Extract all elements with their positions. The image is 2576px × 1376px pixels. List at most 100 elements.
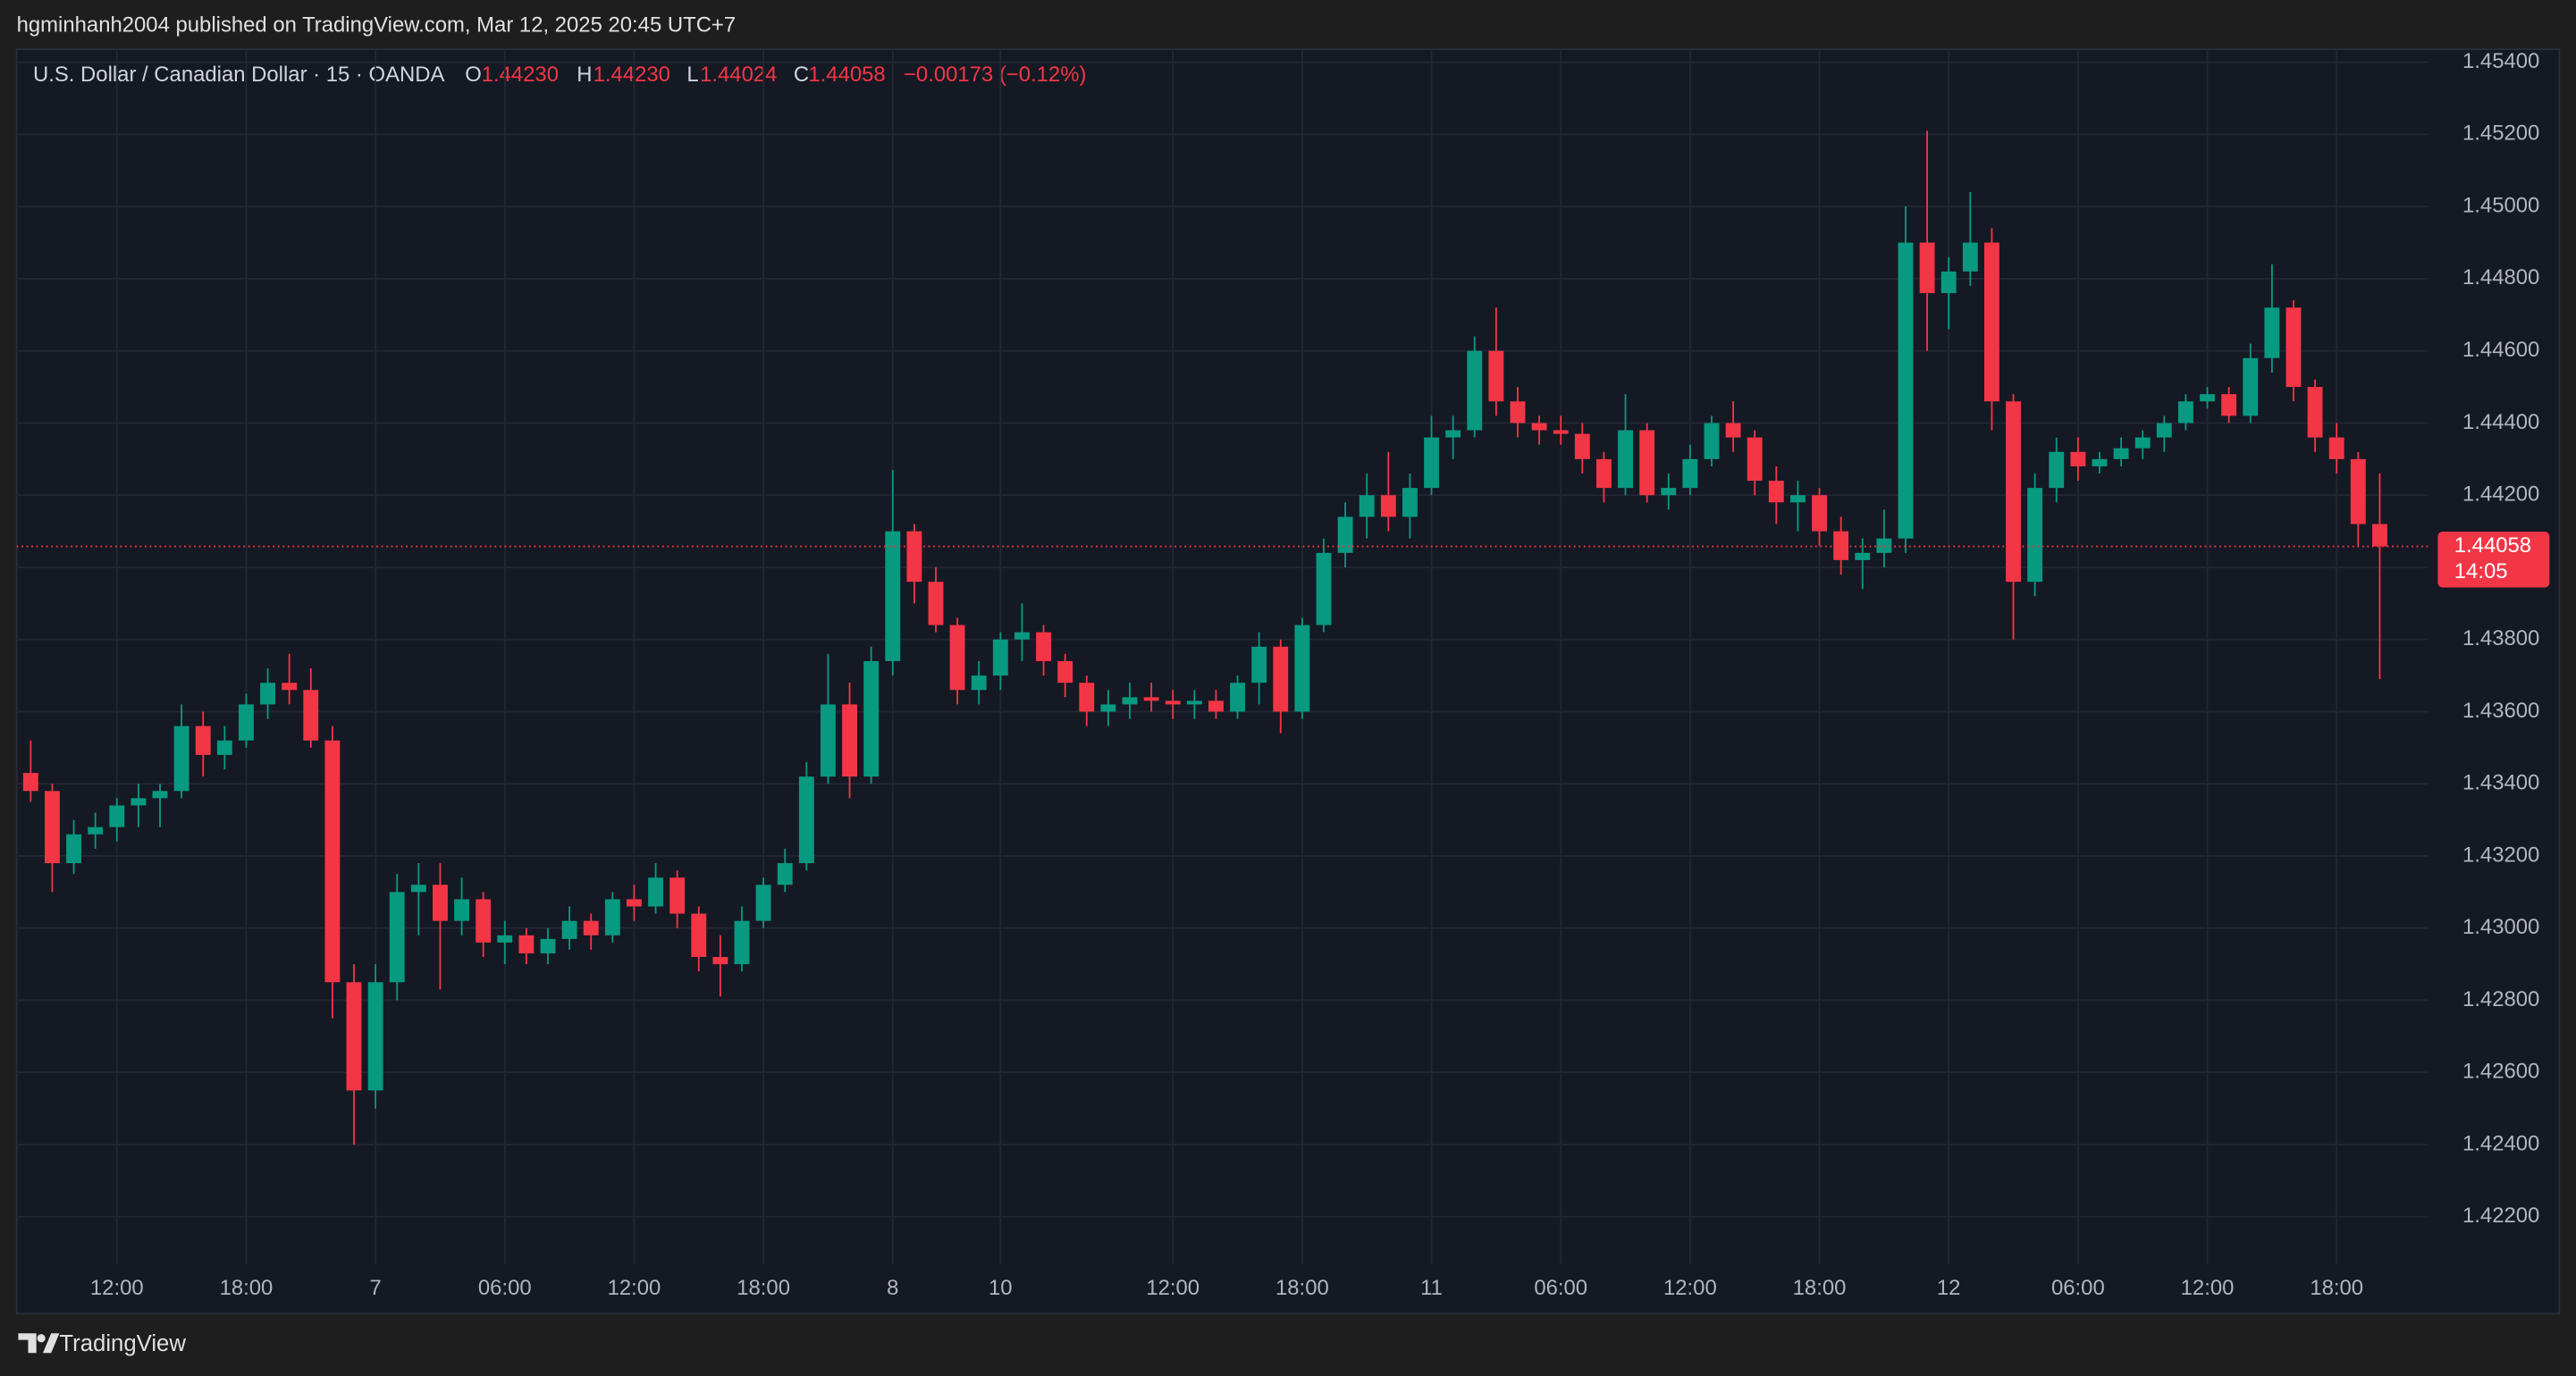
candle-body (1100, 704, 1116, 712)
candle-body (1014, 632, 1030, 640)
x-tick-label: 11 (1420, 1276, 1443, 1300)
candle-body (1445, 430, 1461, 438)
y-tick-label: 1.43200 (2462, 843, 2539, 867)
candle-body (1230, 683, 1245, 712)
candle-body (324, 740, 341, 983)
candle-body (1467, 350, 1483, 431)
candle-body (1553, 430, 1569, 434)
candle-body (2243, 357, 2259, 416)
logo (18, 1333, 60, 1354)
ohlc-label: O (465, 63, 482, 87)
candle-body (1661, 488, 1677, 496)
candle-body (540, 938, 556, 953)
y-tick-label: 1.44800 (2462, 265, 2539, 289)
y-tick-label: 1.45400 (2462, 49, 2539, 73)
candle-body (2328, 437, 2344, 459)
candle-body (1402, 488, 1418, 517)
candle-body (648, 877, 663, 907)
x-tick-label: 12:00 (608, 1276, 661, 1300)
candle-body (2350, 458, 2366, 524)
candle-body (346, 982, 362, 1091)
candle-body (842, 704, 857, 777)
candle-body (1359, 495, 1375, 517)
candle-body (1251, 646, 1267, 684)
candle-body (367, 982, 383, 1091)
candle-body (45, 791, 60, 864)
candle-body (928, 582, 944, 625)
candle-body (2307, 387, 2323, 438)
y-tick-label: 1.45200 (2462, 122, 2539, 146)
ohlc-value: 1.44230 (482, 63, 559, 87)
candle-body (627, 899, 642, 907)
x-tick-label: 06:00 (2051, 1276, 2105, 1300)
x-tick-label: 10 (989, 1276, 1013, 1300)
candle-body (1983, 242, 1999, 402)
candle-body (777, 863, 793, 885)
candle-body (1186, 701, 1202, 705)
candle-body (2156, 423, 2172, 438)
candle-body (971, 675, 987, 691)
ohlc-label: C (794, 63, 809, 87)
candle-body (1380, 495, 1396, 517)
x-tick-label: 06:00 (1534, 1276, 1587, 1300)
candle-body (2221, 394, 2237, 416)
candle-body (303, 690, 319, 741)
x-tick-label: 18:00 (737, 1276, 790, 1300)
x-tick-label: 18:00 (220, 1276, 274, 1300)
y-tick-label: 1.43600 (2462, 699, 2539, 723)
x-tick-label: 18:00 (1275, 1276, 1329, 1300)
candle-body (2070, 451, 2086, 466)
x-tick-label: 12:00 (90, 1276, 144, 1300)
y-tick-label: 1.43800 (2462, 626, 2539, 650)
candle-body (561, 920, 577, 939)
candle-body (1574, 433, 1590, 459)
candle-body (1812, 495, 1827, 532)
candle-body (109, 805, 125, 827)
candle-body (130, 798, 147, 806)
candle-body (1595, 458, 1612, 489)
y-tick-label: 1.43000 (2462, 915, 2539, 939)
candle-body (949, 625, 965, 691)
candle-body (2371, 524, 2387, 547)
y-tick-label: 1.44400 (2462, 410, 2539, 434)
candle-body (691, 913, 707, 958)
x-tick-label: 12 (1937, 1276, 1961, 1300)
candle-body (1768, 481, 1784, 503)
x-tick-label: 06:00 (478, 1276, 532, 1300)
candle-body (518, 935, 535, 953)
y-tick-label: 1.42800 (2462, 987, 2539, 1011)
countdown: 14:05 (2454, 559, 2508, 583)
candle-body (604, 899, 620, 936)
y-tick-label: 1.45000 (2462, 193, 2539, 217)
candle-body (1639, 430, 1655, 496)
candle-body (583, 920, 599, 936)
candle-body (2264, 307, 2280, 358)
candle-body (88, 826, 104, 835)
ohlc-label: L (686, 63, 698, 87)
candle-body (454, 899, 469, 921)
candle-body (755, 885, 771, 921)
candle-body (2200, 394, 2215, 402)
candle-body (1789, 495, 1806, 503)
candle-body (1940, 271, 1957, 294)
candle-body (2006, 401, 2021, 583)
candle-body (821, 704, 836, 777)
y-tick-label: 1.43400 (2462, 771, 2539, 795)
candle-body (1036, 632, 1051, 661)
x-tick-label: 12:00 (2181, 1276, 2235, 1300)
candle-body (1165, 701, 1181, 705)
candle-body (389, 892, 405, 983)
x-tick-label: 18:00 (1793, 1276, 1847, 1300)
candle-body (497, 935, 513, 943)
candle-body (239, 704, 254, 741)
candle-body (1424, 437, 1439, 489)
candle-body (216, 740, 232, 755)
candle-body (2027, 488, 2043, 583)
candle-body (1876, 538, 1892, 553)
candle-body (282, 683, 298, 691)
ohlc-label: H (577, 63, 592, 87)
candle-body (2134, 437, 2151, 449)
candle-body (1919, 242, 1935, 294)
